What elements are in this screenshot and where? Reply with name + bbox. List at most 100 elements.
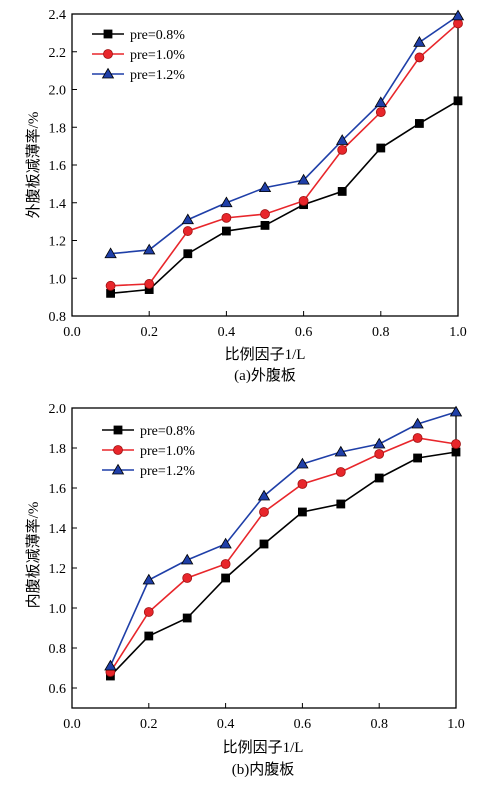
x-tick-label: 0.8	[370, 717, 388, 732]
data-point-series-0	[414, 119, 424, 128]
y-tick-label: 0.8	[49, 642, 67, 657]
x-tick-label: 0.0	[63, 325, 81, 340]
data-point-series-2	[449, 405, 463, 417]
data-point-series-2	[334, 445, 347, 457]
data-point-series-2	[181, 553, 194, 565]
data-point-series-0	[259, 539, 269, 549]
data-point-series-1	[143, 607, 154, 617]
data-point-series-1	[297, 479, 308, 489]
series-lines	[109, 411, 457, 677]
series-markers	[104, 405, 463, 681]
x-axis-title: 比例因子1/L	[225, 346, 306, 363]
data-point-series-2	[373, 437, 386, 449]
y-tick-label: 2.4	[49, 8, 67, 23]
data-point-series-2	[411, 417, 424, 429]
y-tick-label: 0.8	[49, 310, 67, 325]
data-point-series-1	[374, 449, 385, 459]
data-point-series-1	[412, 433, 423, 443]
x-tick-label: 0.6	[295, 325, 313, 340]
data-point-series-1	[298, 195, 309, 206]
data-point-series-1	[144, 279, 155, 289]
data-point-series-0	[221, 573, 231, 583]
data-point-series-2	[220, 196, 233, 208]
legend-marker	[113, 425, 123, 435]
data-point-series-2	[413, 36, 426, 47]
legend-item: pre=1.0%	[102, 444, 195, 459]
data-point-series-1	[221, 212, 232, 223]
legend-label: pre=1.2%	[130, 68, 185, 83]
data-point-series-2	[104, 247, 117, 259]
data-point-series-1	[105, 280, 116, 291]
data-point-series-0	[337, 187, 347, 196]
legend-marker	[113, 445, 123, 455]
data-point-series-2	[219, 537, 232, 549]
series-markers	[104, 9, 465, 298]
legend-label: pre=1.0%	[130, 48, 185, 63]
y-tick-label: 1.8	[49, 442, 67, 457]
y-tick-label: 1.6	[49, 159, 67, 174]
legend-item: pre=1.2%	[92, 67, 185, 83]
data-point-series-1	[260, 209, 270, 219]
y-axis-ticks: 0.8 1.0 1.2 1.4 1.6 1.8 2.0 2.2 2.4	[49, 8, 77, 325]
data-point-series-2	[296, 457, 309, 469]
x-tick-label: 0.2	[140, 325, 158, 340]
data-point-series-1	[259, 507, 269, 517]
legend: pre=0.8% pre=1.0% pre=1.2%	[102, 424, 195, 479]
data-point-series-2	[104, 659, 117, 671]
data-point-series-1	[182, 573, 193, 583]
series-lines	[110, 15, 459, 295]
legend-label: pre=1.0%	[140, 444, 195, 459]
data-point-series-2	[374, 96, 387, 108]
y-tick-label: 1.0	[49, 272, 67, 287]
plot-area-frame	[71, 407, 457, 709]
series-line-1	[110, 22, 459, 287]
legend-marker	[103, 49, 113, 59]
data-point-series-0	[336, 499, 346, 509]
data-point-series-2	[143, 243, 156, 255]
x-axis-ticks: 0.0 0.2 0.4 0.6 0.8 1.0	[63, 311, 467, 340]
x-tick-label: 0.0	[63, 717, 81, 732]
data-point-series-1	[335, 467, 346, 477]
data-point-series-1	[414, 52, 425, 63]
x-tick-label: 0.6	[294, 717, 312, 732]
data-point-series-1	[182, 226, 193, 236]
x-tick-label: 0.4	[217, 717, 235, 732]
legend-label: pre=1.2%	[140, 464, 195, 479]
series-line-0	[109, 451, 457, 677]
y-tick-label: 1.4	[49, 522, 67, 537]
x-axis-title: 比例因子1/L	[223, 739, 304, 756]
data-point-series-1	[220, 559, 231, 569]
y-axis-title: 外腹板减薄率/%	[24, 112, 42, 219]
data-point-series-0	[221, 226, 231, 236]
data-point-series-0	[183, 249, 193, 259]
data-point-series-0	[453, 96, 463, 106]
legend-item: pre=0.8%	[92, 28, 185, 43]
legend-marker	[111, 463, 125, 475]
y-axis-ticks: 0.6 0.8 1.0 1.2 1.4 1.6 1.8 2.0	[49, 402, 77, 697]
legend-marker	[101, 67, 115, 79]
series-line-0	[110, 100, 459, 295]
data-point-series-2	[336, 134, 349, 145]
x-tick-label: 0.4	[218, 325, 236, 340]
y-tick-label: 2.0	[49, 402, 67, 417]
y-tick-label: 0.6	[49, 682, 67, 697]
data-point-series-0	[260, 220, 270, 230]
x-axis-ticks: 0.0 0.2 0.4 0.6 0.8 1.0	[63, 703, 465, 732]
data-point-series-1	[337, 144, 348, 155]
legend: pre=0.8% pre=1.0% pre=1.2%	[92, 28, 185, 83]
legend-label: pre=0.8%	[140, 424, 195, 439]
data-point-series-2	[142, 573, 155, 585]
data-point-series-0	[144, 631, 154, 641]
y-tick-label: 1.2	[49, 235, 67, 250]
data-point-series-2	[181, 213, 194, 225]
x-tick-label: 1.0	[447, 717, 465, 732]
y-tick-label: 1.4	[49, 197, 67, 212]
x-tick-label: 0.8	[372, 325, 390, 340]
data-point-series-0	[451, 447, 461, 457]
legend-item: pre=1.0%	[92, 48, 185, 63]
data-point-series-1	[375, 107, 386, 118]
x-tick-label: 1.0	[449, 325, 467, 340]
series-line-2	[109, 411, 457, 667]
series-line-1	[109, 437, 457, 673]
chart-caption: (b)内腹板	[232, 760, 295, 778]
